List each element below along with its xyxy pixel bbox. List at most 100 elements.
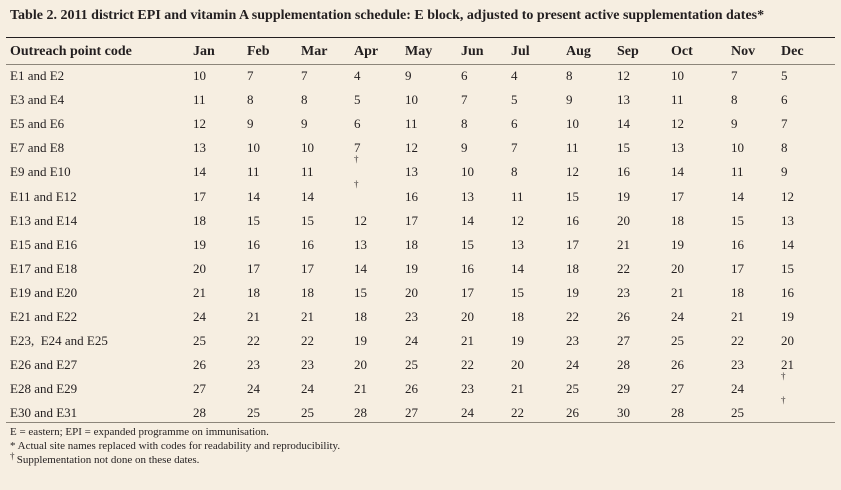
row-label: E9 and E10: [10, 164, 71, 180]
cell: 30: [617, 405, 630, 421]
cell: 8: [731, 92, 738, 108]
cell: 8: [461, 116, 468, 132]
row-label: E1 and E2: [10, 68, 65, 83]
column-header: Aug: [566, 44, 591, 59]
cell: 7: [247, 68, 254, 83]
row-label: E21 and E22: [10, 309, 78, 324]
cell: 12: [566, 164, 579, 180]
cell: 10: [566, 116, 579, 132]
cell: 20: [354, 357, 367, 373]
cell: 28: [617, 357, 630, 373]
cell: 28: [193, 405, 206, 421]
cell: 8: [511, 164, 518, 180]
cell: 6: [511, 116, 518, 132]
cell: 26: [617, 309, 630, 324]
cell: 24: [566, 357, 579, 373]
row-label: E3 and E4: [10, 92, 65, 108]
cell: 25: [566, 381, 579, 397]
cell: 8: [781, 140, 788, 156]
cell: 9: [461, 140, 468, 156]
column-header: Dec: [781, 44, 804, 59]
cell: 20: [461, 309, 474, 324]
column-header: Sep: [617, 44, 639, 59]
cell: 16: [301, 236, 314, 252]
cell: 28: [671, 405, 684, 421]
rule: [6, 422, 835, 423]
cell: 14: [461, 212, 474, 228]
cell: 15: [301, 212, 314, 228]
cell: †: [781, 395, 786, 406]
column-header: Nov: [731, 44, 756, 59]
cell: 14: [247, 188, 260, 204]
cell: 10: [671, 68, 684, 83]
cell: 14: [511, 260, 524, 276]
cell: 25: [671, 333, 684, 349]
cell: 24: [301, 381, 314, 397]
cell: 7: [461, 92, 468, 108]
cell: 22: [617, 260, 630, 276]
rule: [6, 37, 835, 38]
column-header: May: [405, 44, 433, 59]
cell: 20: [781, 333, 794, 349]
cell: 13: [405, 164, 418, 180]
cell: 7: [354, 140, 361, 156]
column-header: Oct: [671, 44, 693, 59]
cell: 13: [781, 212, 794, 228]
column-header: Feb: [247, 44, 270, 59]
cell: 21: [354, 381, 367, 397]
cell: 15: [247, 212, 260, 228]
cell: 27: [193, 381, 206, 397]
cell: 14: [617, 116, 630, 132]
cell: 24: [731, 381, 744, 397]
column-header: Jan: [193, 44, 215, 59]
cell: 6: [354, 116, 361, 132]
cell: 8: [301, 92, 308, 108]
row-label: E28 and E29: [10, 381, 78, 397]
cell: 12: [617, 68, 630, 83]
cell: 13: [193, 140, 206, 156]
cell: 5: [354, 92, 361, 108]
cell: 20: [405, 284, 418, 300]
cell: 16: [566, 212, 579, 228]
cell: 23: [566, 333, 579, 349]
rule: [6, 64, 835, 65]
cell: 5: [511, 92, 518, 108]
cell: 16: [617, 164, 630, 180]
row-label: E26 and E27: [10, 357, 78, 373]
cell: 27: [671, 381, 684, 397]
cell: †: [781, 371, 786, 382]
note: Supplementation not done on these dates.: [14, 454, 200, 466]
cell: 19: [405, 260, 418, 276]
cell: 19: [781, 309, 794, 324]
note-mark: †: [10, 451, 15, 461]
cell: 22: [566, 309, 579, 324]
cell: 22: [511, 405, 524, 421]
cell: 11: [671, 92, 684, 108]
cell: 17: [671, 188, 684, 204]
row-label: E23, E24 and E25: [10, 333, 108, 349]
cell: 12: [511, 212, 524, 228]
cell: 16: [731, 236, 744, 252]
cell: 14: [301, 188, 314, 204]
cell: 4: [511, 68, 518, 83]
cell: 16: [781, 284, 794, 300]
cell: 17: [405, 212, 418, 228]
cell: 10: [301, 140, 314, 156]
cell: 19: [671, 236, 684, 252]
cell: 8: [247, 92, 254, 108]
row-label: E5 and E6: [10, 116, 65, 132]
cell: 18: [731, 284, 744, 300]
row-label: E30 and E31: [10, 405, 78, 421]
cell: 14: [193, 164, 206, 180]
cell: 19: [566, 284, 579, 300]
cell: 19: [511, 333, 524, 349]
cell: 23: [461, 381, 474, 397]
cell: 24: [247, 381, 260, 397]
cell: 12: [781, 188, 794, 204]
cell: 21: [731, 309, 744, 324]
cell: 14: [781, 236, 794, 252]
cell: 9: [566, 92, 573, 108]
cell: 17: [566, 236, 579, 252]
row-label: E11 and E12: [10, 188, 77, 204]
